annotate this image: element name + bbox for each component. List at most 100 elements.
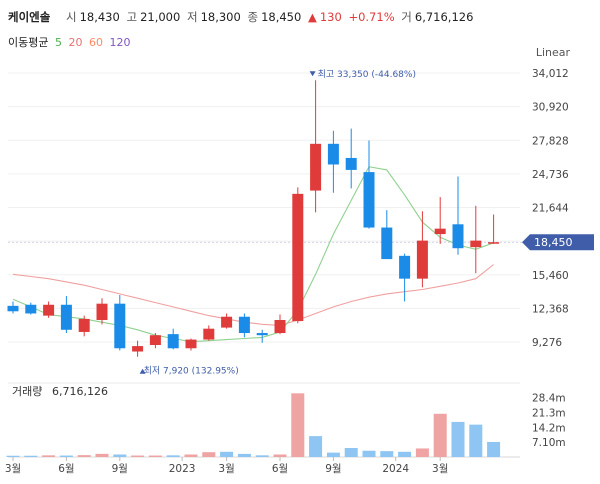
- open-value: 18,430: [79, 10, 120, 24]
- volume-axis: 7.10m 14.2m 21.3m 28.4m: [532, 393, 566, 449]
- candle-body: [434, 228, 446, 235]
- price-tick-label: 24,736: [532, 169, 569, 181]
- candle-down: [238, 313, 250, 338]
- candle-body: [7, 305, 19, 312]
- volume-bar: [237, 453, 251, 457]
- volume-label: 거: [401, 10, 412, 24]
- candle-body: [256, 333, 268, 336]
- volume-bar: [131, 455, 145, 457]
- candle-body: [167, 334, 179, 349]
- candle-body: [238, 316, 250, 334]
- volume-bar: [344, 448, 358, 457]
- ma120-legend[interactable]: 120: [109, 36, 131, 49]
- volume-bar: [6, 455, 20, 457]
- x-axis-label: 9월: [112, 463, 128, 475]
- volume-bar: [148, 455, 162, 457]
- volume-bar: [291, 393, 305, 457]
- volume-pane-value: 6,716,126: [52, 385, 108, 398]
- x-axis-label: 3월: [218, 463, 234, 475]
- volume-tick-label: 28.4m: [532, 393, 566, 405]
- ma20-legend[interactable]: 20: [68, 36, 83, 49]
- price-tick-label: 12,368: [532, 303, 569, 315]
- volume-bar: [469, 424, 483, 457]
- open-label: 시: [65, 10, 77, 24]
- candle-body: [43, 304, 55, 316]
- candle-body: [488, 242, 500, 244]
- ma5-legend[interactable]: 5: [54, 36, 62, 49]
- candle-body: [96, 303, 108, 320]
- candle-down: [7, 301, 19, 314]
- candle-down: [114, 294, 126, 351]
- candle-up: [274, 314, 286, 335]
- price-axis: 9,276 12,368 15,460 21,644 24,736 27,828 30,92…: [532, 68, 569, 349]
- volume-bar: [24, 455, 38, 457]
- candle-body: [363, 172, 375, 228]
- candle-up: [470, 205, 482, 274]
- candle-up: [185, 338, 197, 351]
- candle-up: [132, 340, 144, 357]
- change-percent: +0.71%: [348, 10, 395, 24]
- candle-down: [327, 130, 339, 193]
- close-value: 18,450: [261, 10, 302, 24]
- candle-body: [452, 224, 464, 249]
- scale-mode-selector[interactable]: Linear: [535, 46, 570, 59]
- candle-down: [452, 176, 464, 255]
- volume-bar: [166, 455, 180, 457]
- candle-up: [43, 301, 55, 318]
- volume-bar: [309, 436, 323, 457]
- volume-value: 6,716,126: [414, 10, 474, 24]
- volume-tick-label: 14.2m: [532, 422, 566, 434]
- ma5-line: [12, 166, 494, 343]
- price-header: 케이엔솔 시 18,430 고 21,000 저 18,300 종 18,450 ▲ 13…: [8, 9, 476, 25]
- price-tick-label: 21,644: [532, 203, 569, 215]
- volume-tick-label: 21.3m: [532, 408, 566, 420]
- volume-bar: [42, 455, 56, 457]
- volume-bar: [451, 421, 465, 457]
- candle-body: [114, 303, 126, 349]
- ma60-legend[interactable]: 60: [88, 36, 103, 49]
- candle-up: [203, 325, 215, 341]
- volume-bar: [362, 450, 376, 457]
- price-tick-label: 27,828: [532, 135, 569, 147]
- volume-bar: [184, 454, 198, 457]
- low-marker-arrow: [139, 368, 146, 374]
- volume-bar: [415, 448, 429, 457]
- high-marker-arrow: [309, 71, 316, 77]
- volume-bar: [380, 451, 394, 457]
- volume-bar: [326, 452, 340, 457]
- candle-down: [381, 210, 393, 260]
- close-label: 종: [247, 10, 259, 24]
- candle-up: [78, 315, 90, 337]
- volume-bar: [273, 454, 287, 457]
- candle-up: [416, 211, 428, 288]
- moving-average-legend[interactable]: 이동평균 5 20 60 120: [8, 34, 133, 50]
- candlesticks: [7, 80, 500, 357]
- candle-down: [256, 329, 268, 343]
- volume-bar: [487, 441, 501, 457]
- candle-down: [399, 253, 411, 302]
- candle-body: [149, 335, 161, 346]
- candle-body: [60, 304, 72, 330]
- candle-body: [345, 157, 357, 170]
- x-axis-label: 2023: [169, 463, 196, 475]
- candle-body: [470, 240, 482, 248]
- candle-body: [292, 193, 304, 322]
- volume-bar: [77, 455, 91, 457]
- candle-body: [310, 143, 322, 191]
- current-price-badge-shape: [522, 234, 594, 251]
- candle-up: [434, 197, 446, 244]
- high-label: 고: [126, 10, 138, 24]
- low-label: 저: [186, 10, 198, 24]
- price-gridlines: [8, 72, 522, 343]
- candle-body: [327, 143, 339, 165]
- volume-bar: [202, 452, 216, 457]
- x-axis-label: 9월: [325, 463, 341, 475]
- candle-up: [221, 313, 233, 329]
- change-up-icon: ▲: [307, 10, 317, 24]
- candle-body: [274, 319, 286, 334]
- candle-up: [96, 298, 108, 325]
- candle-down: [25, 302, 37, 315]
- price-tick-label: 9,276: [532, 337, 562, 349]
- price-tick-label: 34,012: [532, 68, 569, 80]
